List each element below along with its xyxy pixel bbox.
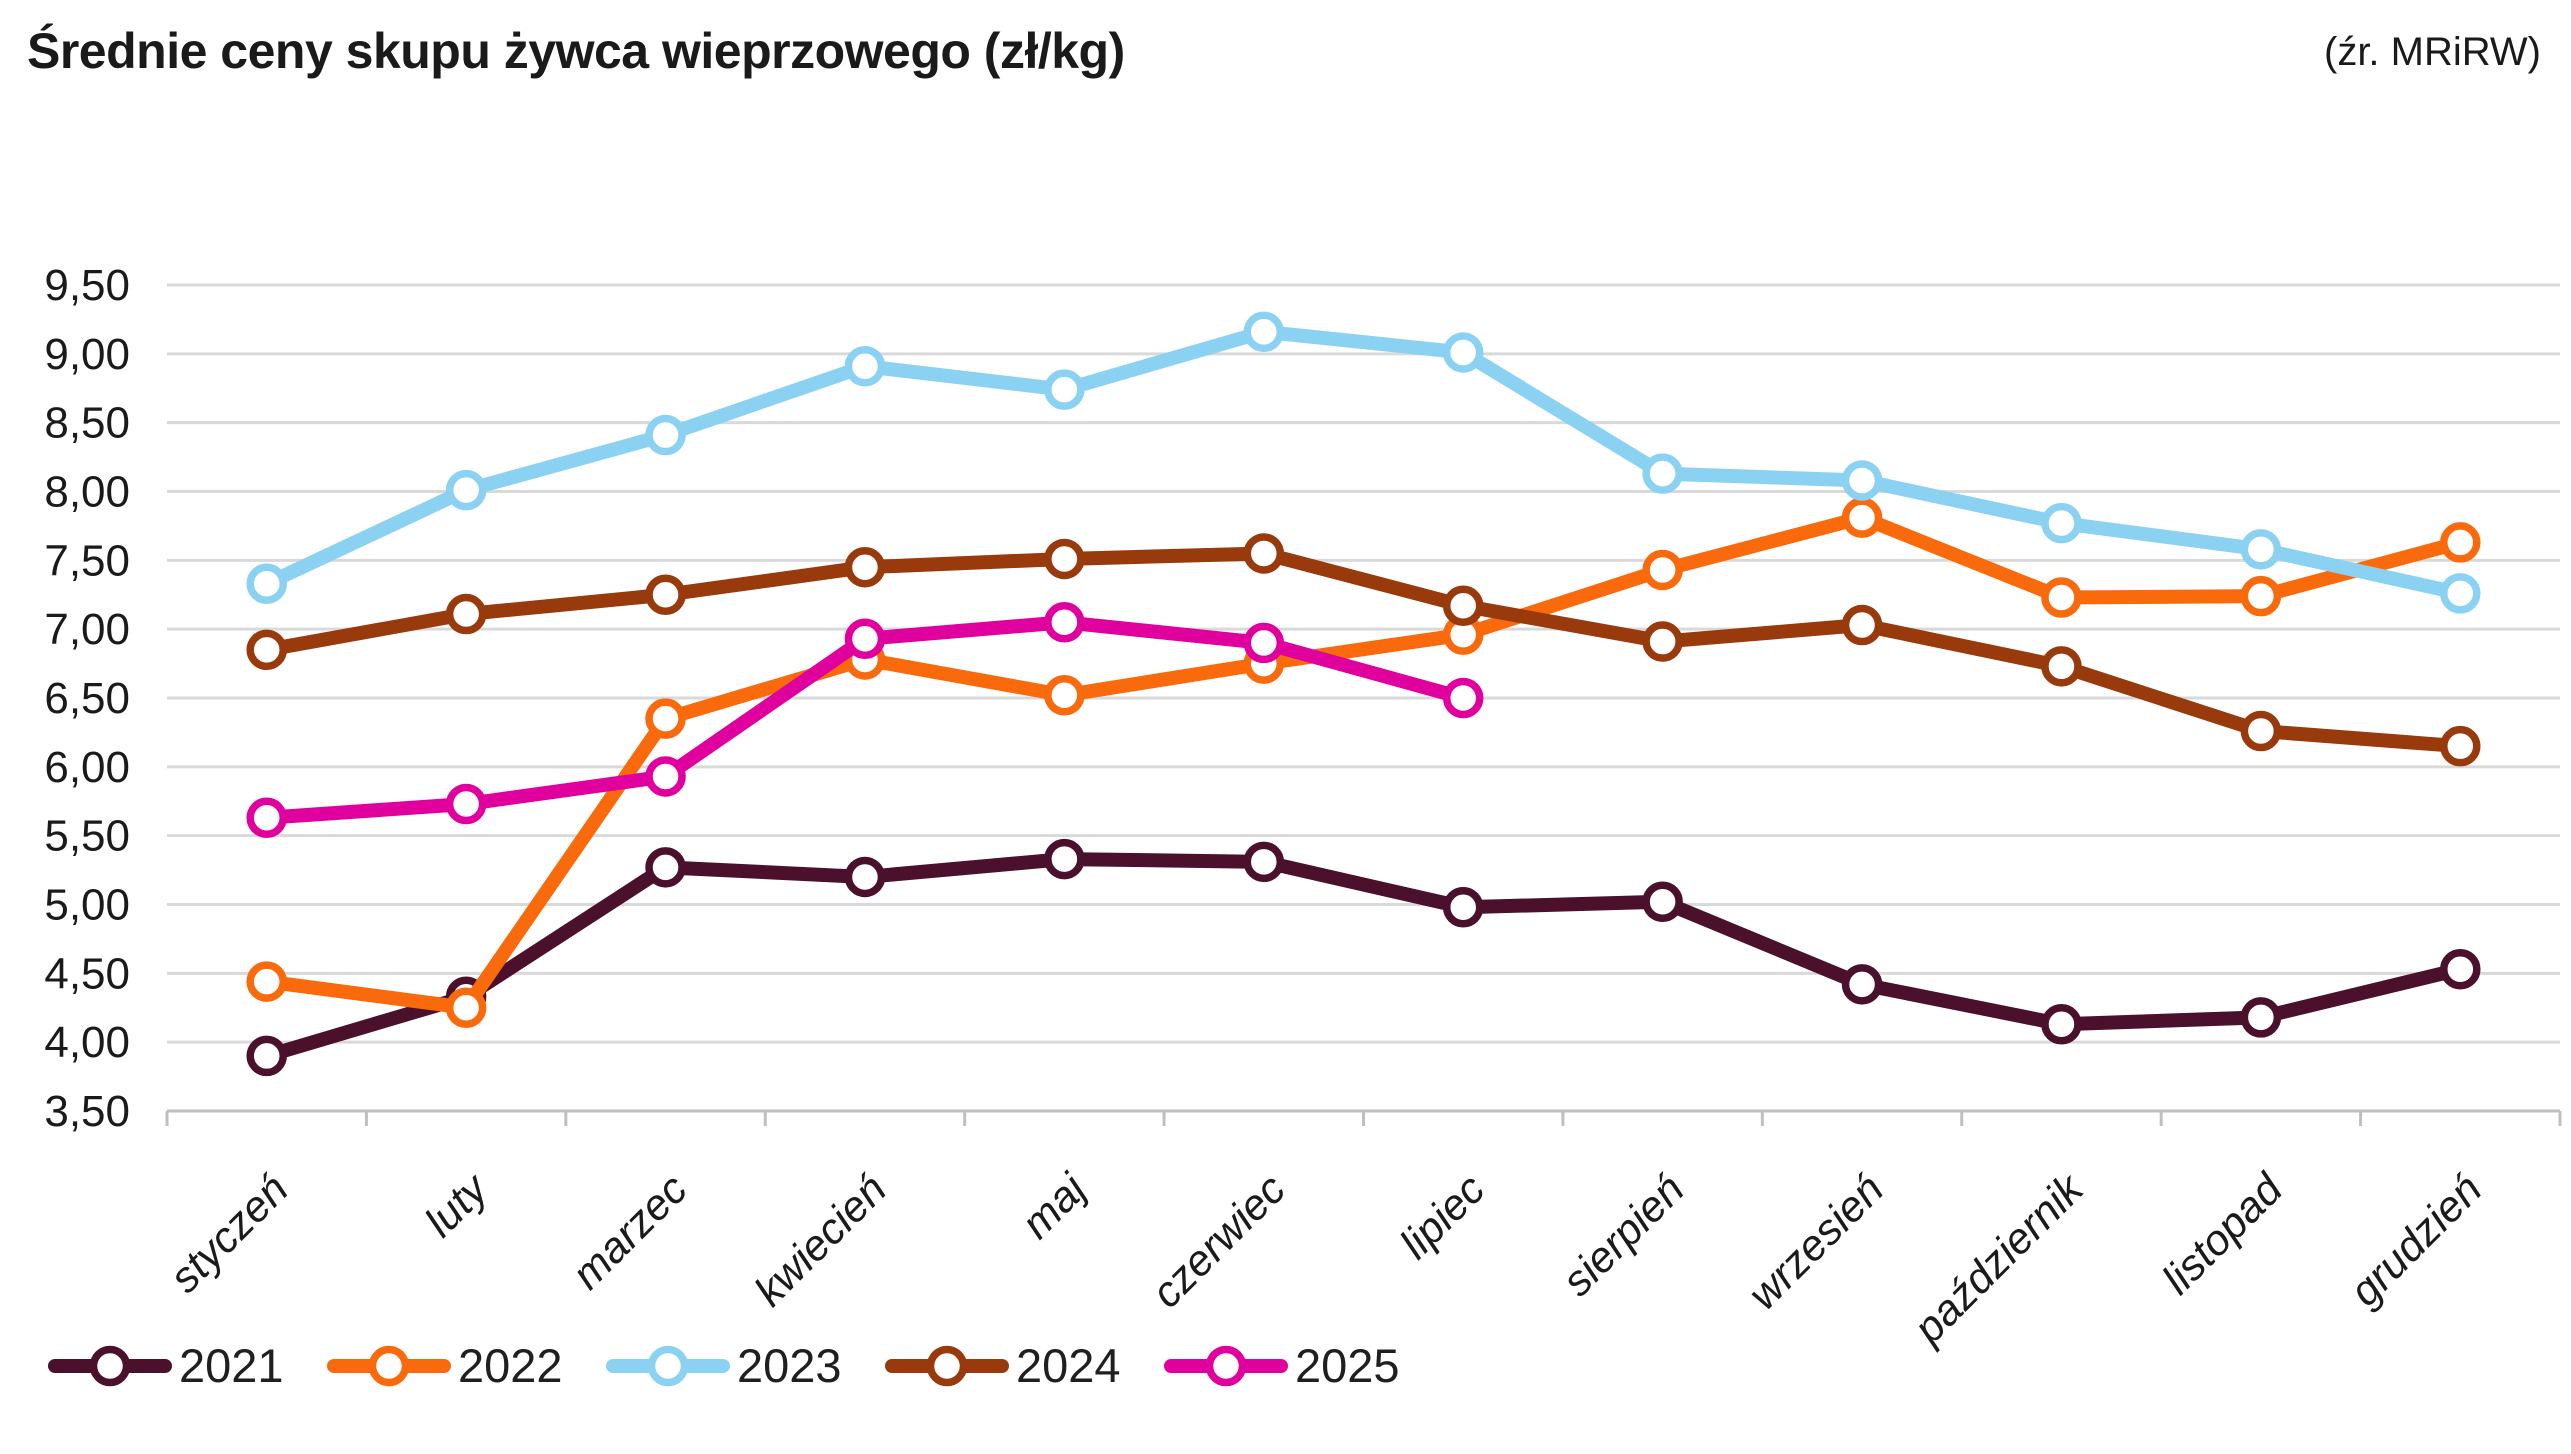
series-2024-marker — [1841, 604, 1883, 646]
x-axis-month-label: lipiec — [1391, 1165, 1495, 1269]
x-axis-month-label: grudzień — [2341, 1165, 2492, 1316]
x-axis-month-label: kwiecień — [745, 1165, 896, 1316]
series-2025-marker — [246, 797, 287, 839]
series-2022-marker — [2041, 577, 2082, 618]
page-title: Średnie ceny skupu żywca wieprzowego (zł… — [27, 23, 1125, 79]
series-2022-marker — [1642, 549, 1683, 591]
series-2025-marker — [844, 618, 886, 660]
legend-item-2024: 2024 — [885, 1339, 1121, 1392]
x-axis-month-label: listopad — [2153, 1164, 2293, 1304]
series-2022-marker — [2440, 522, 2481, 563]
series-2023-marker — [1243, 311, 1285, 353]
legend-marker-sample — [1205, 1345, 1247, 1387]
y-axis-tick-label: 9,50 — [44, 261, 130, 310]
series-2024-marker — [2240, 710, 2282, 752]
series-2023-marker — [1044, 369, 1085, 410]
series-2023-line — [259, 324, 2468, 601]
legend-label: 2022 — [458, 1339, 563, 1392]
x-axis-month-label: maj — [1013, 1164, 1097, 1248]
series-2024-marker — [2041, 646, 2082, 687]
y-axis-tick-label: 6,00 — [44, 743, 130, 792]
series-2024-marker — [1442, 585, 1484, 627]
x-axis-month-label: wrzesień — [1739, 1165, 1893, 1319]
series-2024-marker — [645, 574, 686, 615]
y-axis-tick-label: 7,50 — [44, 536, 130, 585]
series-2022-marker — [1044, 674, 1085, 716]
series-2021-marker — [246, 1035, 287, 1077]
series-2023-marker — [2240, 529, 2282, 570]
x-axis-month-label: październik — [1903, 1163, 2094, 1354]
x-axis-month-label: czerwiec — [1143, 1165, 1296, 1318]
series-2021-marker — [1841, 964, 1883, 1005]
series-2021-marker — [1243, 841, 1285, 883]
series-2024-marker — [2440, 725, 2481, 767]
series-2024-marker — [445, 593, 487, 635]
series-2024-line — [259, 546, 2468, 754]
y-axis-tick-label: 4,50 — [44, 949, 130, 998]
series-2023-marker — [246, 563, 287, 604]
series-2022-line — [259, 510, 2468, 1015]
series-2021-marker — [2041, 1004, 2082, 1045]
x-axis-month-label: luty — [416, 1163, 499, 1246]
series-2024-marker — [1243, 533, 1285, 574]
legend-marker-sample — [926, 1345, 968, 1387]
series-2023-marker — [844, 345, 886, 387]
series-2021-marker — [2440, 948, 2481, 990]
series-2021-marker — [844, 856, 886, 898]
legend-marker-sample — [368, 1345, 410, 1387]
legend-item-2023: 2023 — [606, 1339, 842, 1392]
legend-label: 2024 — [1016, 1339, 1121, 1392]
series-2025-marker — [1442, 677, 1484, 719]
series-2023-marker — [445, 469, 487, 511]
y-axis-tick-label: 3,50 — [44, 1087, 130, 1136]
series-2021-marker — [1442, 887, 1484, 928]
series-2022-marker — [246, 961, 287, 1002]
y-axis-tick-label: 4,00 — [44, 1018, 130, 1067]
series-2024-marker — [1044, 538, 1085, 580]
series-2021-marker — [1642, 881, 1683, 922]
series-2023-marker — [2440, 573, 2481, 614]
series-2021-marker — [2240, 997, 2282, 1038]
legend-marker-sample — [647, 1345, 689, 1387]
legend-item-2022: 2022 — [327, 1339, 563, 1392]
legend-label: 2021 — [179, 1339, 284, 1392]
y-axis-tick-label: 6,50 — [44, 674, 130, 723]
series-2025-marker — [1044, 602, 1085, 643]
series-2024-marker — [246, 629, 287, 671]
legend-item-2021: 2021 — [48, 1339, 284, 1392]
x-axis-month-label: marzec — [563, 1165, 697, 1299]
y-axis-tick-label: 5,50 — [44, 812, 130, 861]
legend-marker-sample — [89, 1345, 131, 1387]
series-2023-marker — [1442, 332, 1484, 373]
series-2025-marker — [645, 756, 686, 797]
y-axis-tick-label: 7,00 — [44, 605, 130, 654]
series-2024-marker — [844, 546, 886, 588]
series-2025-marker — [1243, 622, 1285, 664]
series-2021-line — [259, 852, 2468, 1063]
y-axis-tick-label: 8,00 — [44, 468, 130, 517]
legend-label: 2025 — [1295, 1339, 1400, 1392]
series-2024-marker — [1642, 621, 1683, 662]
legend-item-2025: 2025 — [1164, 1339, 1400, 1392]
y-axis-tick-label: 9,00 — [44, 330, 130, 379]
legend-label: 2023 — [737, 1339, 842, 1392]
series-2022-marker — [1841, 497, 1883, 538]
series-2023-marker — [1642, 453, 1683, 494]
series-2025-marker — [445, 783, 487, 825]
series-2021-marker — [645, 847, 686, 888]
series-2023-marker — [645, 414, 686, 456]
series-2022-marker — [2240, 575, 2282, 617]
series-2022-marker — [445, 987, 487, 1028]
series-2023-marker — [1841, 460, 1883, 501]
y-axis-tick-label: 5,00 — [44, 881, 130, 930]
source-label: (źr. MRiRW) — [2324, 30, 2541, 74]
x-axis-month-label: sierpień — [1553, 1165, 1693, 1305]
series-2021-marker — [1044, 838, 1085, 880]
series-2022-marker — [645, 698, 686, 739]
series-2023-marker — [2041, 502, 2082, 544]
x-axis-month-label: styczeń — [161, 1165, 298, 1302]
y-axis-tick-label: 8,50 — [44, 399, 130, 448]
